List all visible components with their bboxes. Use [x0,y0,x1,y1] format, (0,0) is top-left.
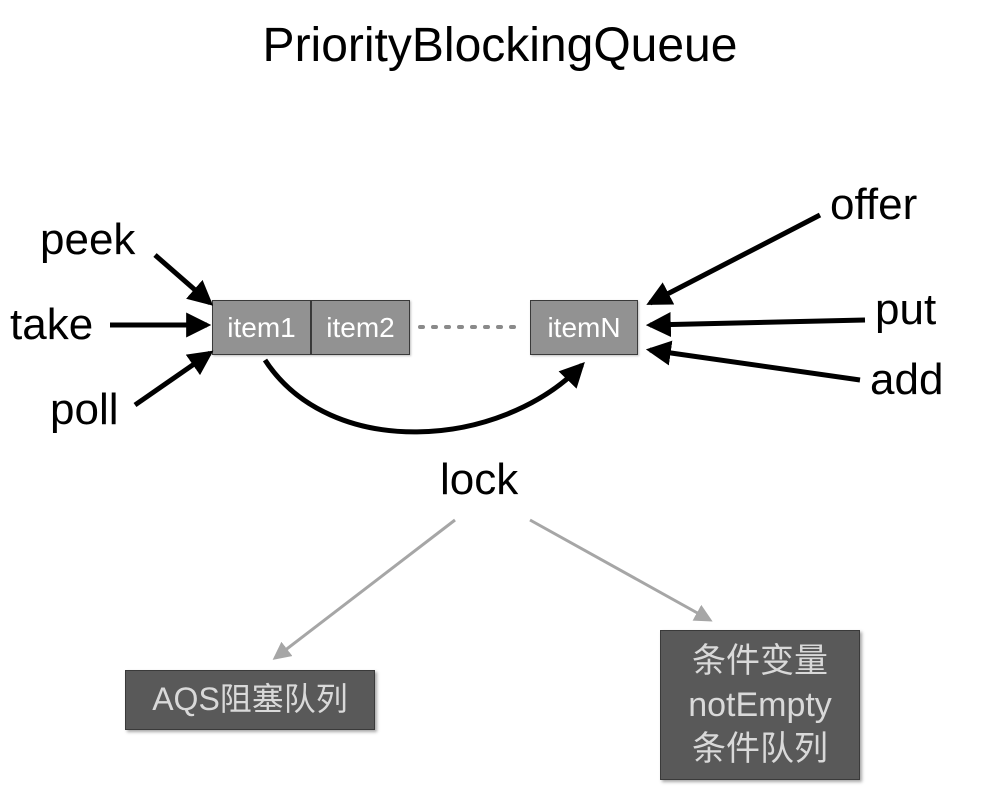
label-offer: offer [830,180,917,230]
aqs-box-line1: AQS阻塞队列 [152,679,348,721]
arrow-peek [155,255,210,303]
label-take: take [10,300,93,350]
label-peek: peek [40,215,135,265]
cond-box-line2: notEmpty [688,683,832,727]
diagram-canvas: PriorityBlockingQueue peek take poll off… [0,0,1000,805]
queue-item1: item1 [212,300,311,355]
aqs-box: AQS阻塞队列 [125,670,375,730]
cond-box: 条件变量 notEmpty 条件队列 [660,630,860,780]
cond-box-line1: 条件变量 [692,639,828,683]
diagram-title: PriorityBlockingQueue [0,18,1000,73]
arrow-lock-to-cond [530,520,710,620]
label-poll: poll [50,385,119,435]
arrow-add [650,350,860,380]
arrow-offer [650,215,820,303]
label-lock: lock [440,455,518,505]
arrow-lock-curve [265,360,582,432]
cond-box-line3: 条件队列 [692,727,828,771]
label-put: put [875,285,936,335]
label-add: add [870,355,943,405]
arrow-put [650,320,865,325]
queue-item2: item2 [311,300,410,355]
arrow-poll [135,353,210,405]
arrow-lock-to-aqs [275,520,455,658]
queue-itemN: itemN [530,300,638,355]
